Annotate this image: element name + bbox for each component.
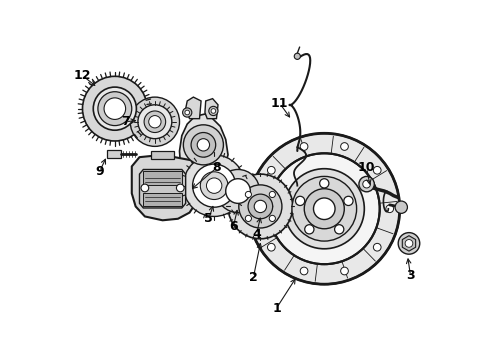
Circle shape [217,170,260,213]
Circle shape [209,106,218,116]
Text: 8: 8 [212,161,221,175]
Polygon shape [179,114,228,178]
Circle shape [149,116,161,128]
Text: 2: 2 [249,271,258,284]
Circle shape [386,205,393,213]
Circle shape [98,92,132,126]
Text: 6: 6 [229,220,238,233]
Circle shape [341,143,348,150]
Circle shape [284,169,365,249]
Circle shape [93,87,136,130]
Circle shape [373,243,381,251]
Polygon shape [205,176,218,197]
Text: 12: 12 [74,69,91,82]
Circle shape [341,267,348,275]
Circle shape [314,198,335,220]
Polygon shape [132,155,199,220]
Circle shape [185,110,190,115]
Circle shape [335,225,344,234]
Text: 3: 3 [406,269,415,282]
Circle shape [141,184,149,192]
Circle shape [138,105,172,139]
Circle shape [200,172,228,199]
Circle shape [211,109,216,113]
Circle shape [197,139,210,151]
Text: 5: 5 [204,212,213,225]
Circle shape [268,243,275,251]
Polygon shape [182,176,196,197]
Circle shape [191,132,216,157]
Circle shape [249,133,400,284]
Circle shape [295,196,305,206]
Circle shape [344,196,353,206]
Circle shape [206,178,222,193]
Polygon shape [107,150,121,158]
Text: 9: 9 [95,165,104,178]
Circle shape [245,215,251,221]
Text: 4: 4 [252,228,261,240]
Circle shape [300,267,308,275]
Circle shape [82,76,147,141]
Circle shape [304,189,344,229]
Text: 7: 7 [121,115,130,128]
Text: 10: 10 [358,161,375,175]
Polygon shape [151,151,174,159]
Circle shape [305,225,314,234]
Circle shape [176,184,184,192]
Circle shape [270,215,275,221]
Circle shape [405,239,413,247]
Circle shape [300,143,308,150]
Circle shape [268,166,275,174]
Circle shape [228,174,293,239]
Polygon shape [205,99,218,119]
Circle shape [130,97,179,147]
Circle shape [248,194,273,219]
Circle shape [183,125,223,165]
Circle shape [183,155,245,216]
Circle shape [292,176,357,241]
Circle shape [239,185,282,228]
Circle shape [255,205,263,213]
Circle shape [395,201,408,213]
Polygon shape [140,170,186,208]
Circle shape [104,98,125,120]
Polygon shape [186,97,201,119]
Circle shape [226,179,250,203]
Circle shape [269,153,380,264]
Circle shape [183,108,192,117]
Text: 11: 11 [271,97,288,110]
Circle shape [294,53,300,59]
Polygon shape [143,193,182,206]
Circle shape [363,180,370,188]
Polygon shape [143,171,182,185]
Circle shape [193,164,236,207]
Circle shape [319,179,329,188]
Circle shape [144,111,166,132]
Text: 1: 1 [272,302,281,315]
Circle shape [254,200,267,213]
Circle shape [270,192,275,198]
Polygon shape [402,236,416,251]
Circle shape [245,192,251,198]
Circle shape [398,233,420,254]
Circle shape [359,176,374,192]
Circle shape [373,166,381,174]
